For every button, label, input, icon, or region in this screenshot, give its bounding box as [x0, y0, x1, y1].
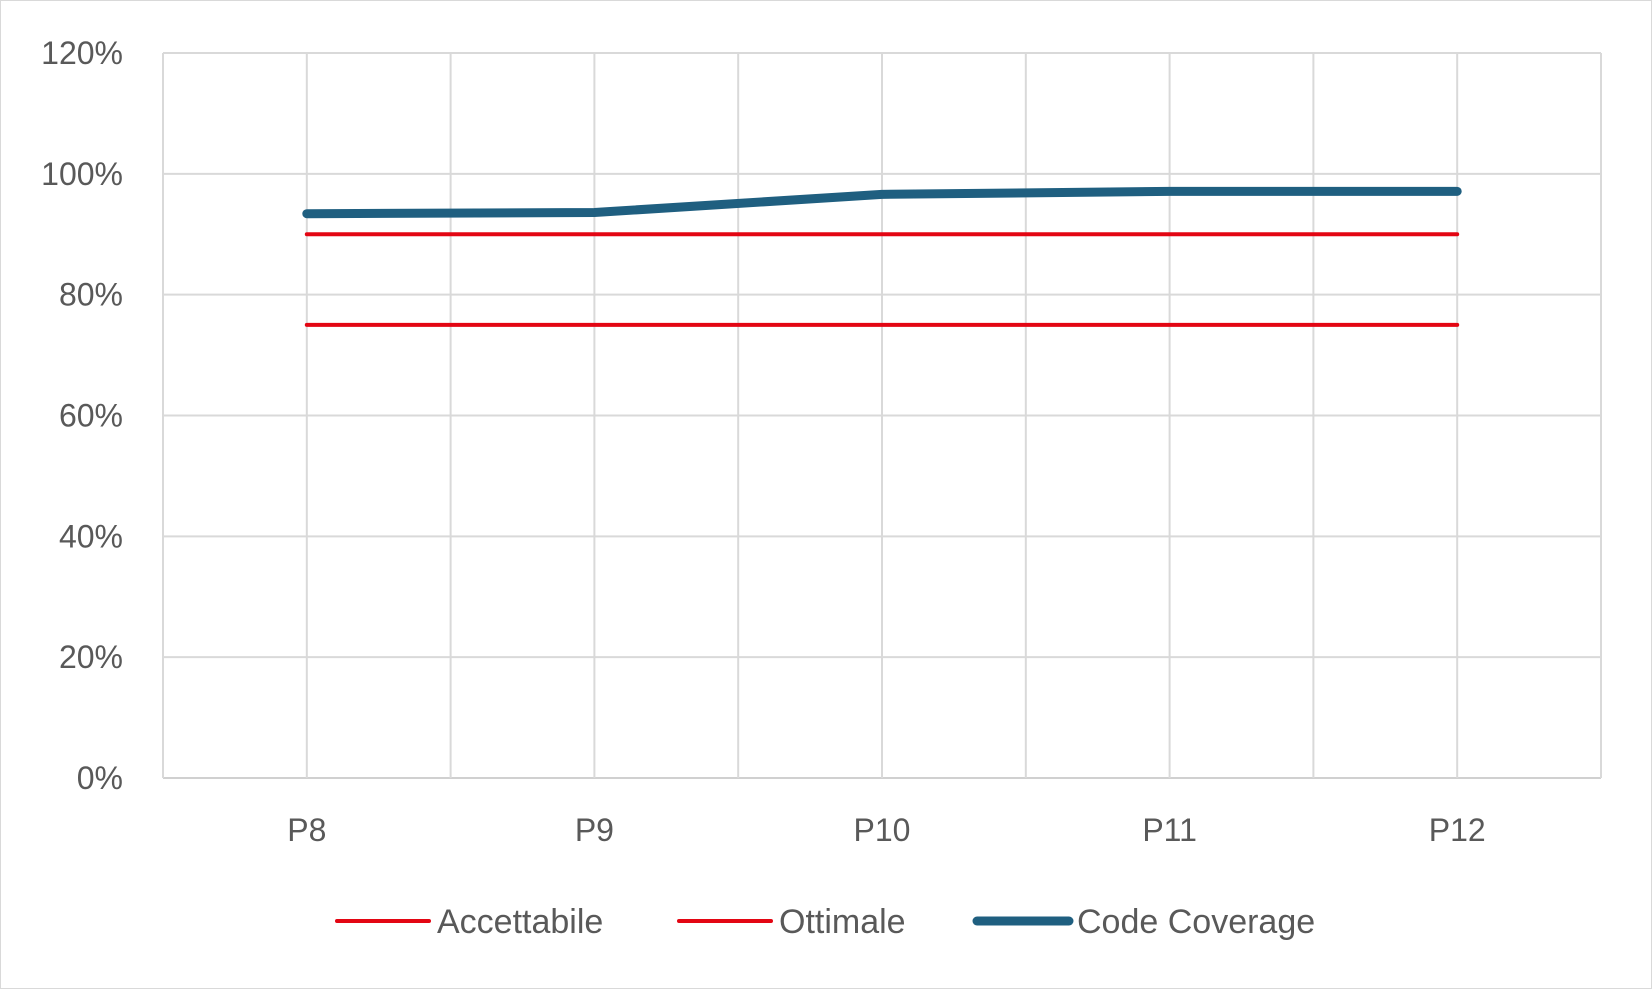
legend-label: Ottimale: [779, 903, 906, 941]
y-tick-label: 80%: [59, 277, 123, 313]
data-point: [881, 233, 883, 235]
x-tick-label: P10: [854, 812, 911, 848]
y-tick-label: 40%: [59, 518, 123, 554]
data-point: [593, 233, 595, 235]
x-tick-label: P11: [1142, 812, 1197, 848]
y-tick-label: 60%: [59, 398, 123, 434]
data-point: [1456, 233, 1458, 235]
x-tick-label: P9: [575, 812, 614, 848]
data-point: [1456, 190, 1458, 192]
data-point: [1456, 324, 1458, 326]
data-point: [306, 213, 308, 215]
x-axis-ticks: P8 P9 P10 P11 P12: [287, 812, 1485, 848]
grid: [162, 52, 1602, 779]
data-point: [881, 324, 883, 326]
series: [302, 186, 1462, 327]
data-point: [306, 233, 308, 235]
data-point: [306, 324, 308, 326]
y-tick-label: 0%: [77, 760, 123, 796]
y-axis-ticks: 0% 20% 40% 60% 80% 100% 120%: [41, 35, 123, 796]
legend-label: Accettabile: [437, 903, 603, 941]
x-tick-label: P8: [287, 812, 326, 848]
data-point: [1169, 324, 1171, 326]
y-tick-label: 20%: [59, 639, 123, 675]
data-point: [881, 193, 883, 195]
y-tick-label: 120%: [41, 35, 123, 71]
y-tick-label: 100%: [41, 156, 123, 192]
data-point: [593, 324, 595, 326]
legend: Accettabile Ottimale Code Coverage: [335, 903, 1315, 941]
data-point: [593, 212, 595, 213]
legend-label: Code Coverage: [1077, 903, 1315, 941]
data-point: [1169, 233, 1171, 235]
data-point: [1169, 190, 1171, 192]
x-tick-label: P12: [1429, 812, 1486, 848]
